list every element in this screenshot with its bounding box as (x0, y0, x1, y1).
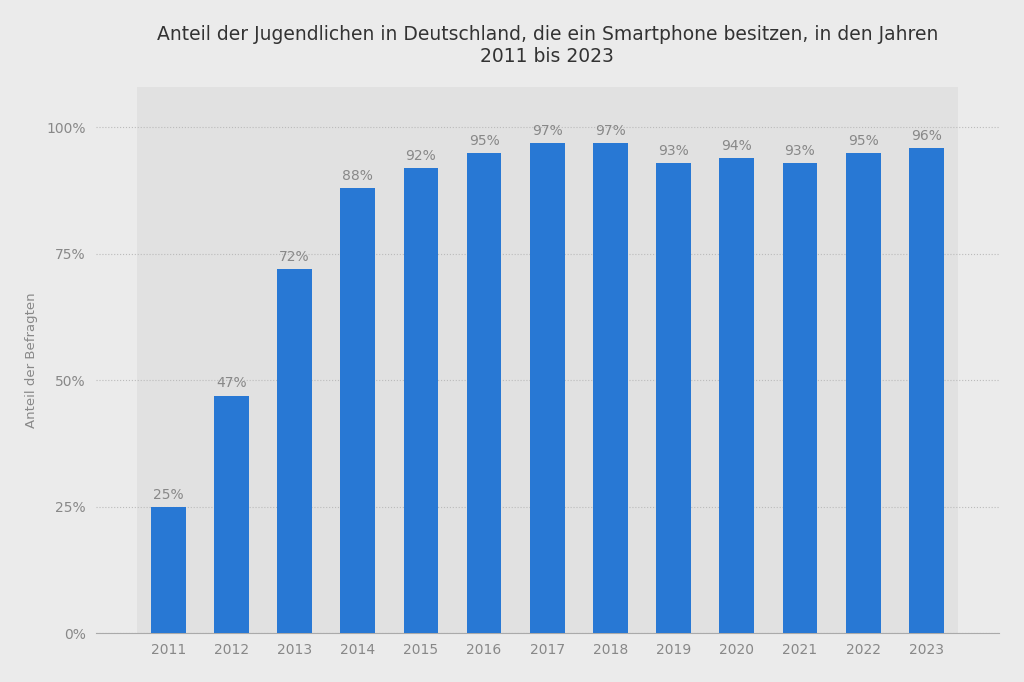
Bar (278, 269, 312, 634)
Bar (151, 507, 185, 634)
Bar (200, 87, 263, 634)
Text: 92%: 92% (406, 149, 436, 163)
Bar (782, 163, 817, 634)
Bar (593, 143, 628, 634)
Text: 95%: 95% (469, 134, 500, 148)
Text: 47%: 47% (216, 376, 247, 391)
Bar (706, 87, 768, 634)
Y-axis label: Anteil der Befragten: Anteil der Befragten (25, 293, 38, 428)
Bar (403, 168, 438, 634)
Text: 72%: 72% (280, 250, 310, 264)
Bar (263, 87, 327, 634)
Text: 97%: 97% (595, 123, 626, 138)
Bar (340, 188, 375, 634)
Bar (467, 153, 502, 634)
Bar (656, 163, 691, 634)
Bar (720, 158, 755, 634)
Text: 96%: 96% (911, 129, 942, 143)
Text: 95%: 95% (848, 134, 879, 148)
Text: 25%: 25% (153, 488, 183, 502)
Bar (831, 87, 895, 634)
Bar (516, 87, 579, 634)
Bar (895, 87, 957, 634)
Bar (389, 87, 453, 634)
Text: 88%: 88% (342, 169, 373, 183)
Bar (529, 143, 564, 634)
Bar (579, 87, 642, 634)
Bar (214, 396, 249, 634)
Bar (909, 148, 944, 634)
Text: 93%: 93% (658, 144, 689, 158)
Bar (768, 87, 831, 634)
Bar (642, 87, 706, 634)
Bar (846, 153, 881, 634)
Bar (327, 87, 389, 634)
Text: 97%: 97% (531, 123, 562, 138)
Text: 93%: 93% (784, 144, 815, 158)
Bar (136, 87, 200, 634)
Bar (453, 87, 516, 634)
Text: 94%: 94% (722, 138, 753, 153)
Title: Anteil der Jugendlichen in Deutschland, die ein Smartphone besitzen, in den Jahr: Anteil der Jugendlichen in Deutschland, … (157, 25, 938, 66)
